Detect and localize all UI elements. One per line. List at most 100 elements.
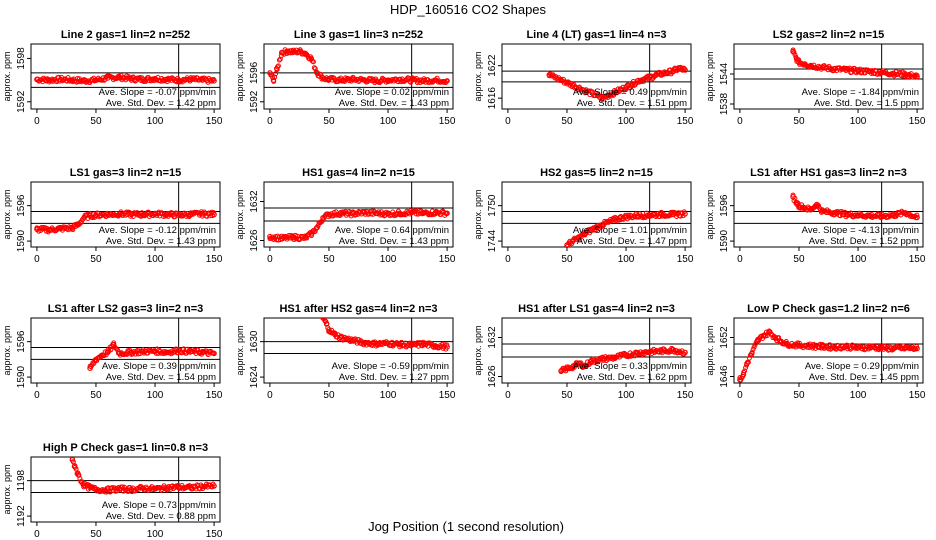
data-point — [349, 337, 356, 344]
data-point — [87, 484, 93, 491]
y-axis-label: approx. ppm — [705, 189, 715, 239]
data-point — [320, 75, 326, 81]
y-tick-label: 1744 — [487, 230, 498, 253]
y-tick-label: 1596 — [719, 194, 730, 217]
x-tick-label: 150 — [909, 116, 926, 127]
data-point — [187, 76, 194, 83]
x-tick-label: 150 — [439, 254, 456, 265]
avg-std-text: Ave. Std. Dev. = 1.42 ppm — [106, 98, 216, 109]
panel-title: HS1 after HS2 gas=4 lin=2 n=3 — [279, 303, 437, 315]
x-tick-label: 0 — [34, 254, 40, 265]
marker-layer — [267, 47, 450, 86]
plot-frame — [501, 317, 692, 384]
x-tick-label: 150 — [439, 390, 456, 401]
data-point — [278, 235, 285, 242]
data-point — [140, 76, 146, 83]
avg-std-text: Ave. Std. Dev. = 1.43 ppm — [106, 236, 216, 247]
data-point — [338, 77, 344, 83]
data-point — [623, 84, 629, 91]
marker-layer — [87, 340, 217, 371]
data-marker — [124, 209, 130, 215]
data-point — [599, 95, 606, 101]
y-tick-label: 1590 — [16, 230, 27, 253]
data-point — [658, 348, 665, 354]
data-point — [105, 487, 111, 493]
data-point — [71, 463, 78, 469]
x-tick-label: 50 — [90, 529, 102, 540]
data-point — [116, 350, 123, 357]
data-point — [57, 76, 64, 83]
y-axis-label: approx. ppm — [2, 51, 12, 101]
avg-std-text: Ave. Std. Dev. = 0.88 ppm — [106, 511, 216, 522]
y-axis-label: approx. ppm — [235, 189, 245, 239]
data-point — [361, 209, 368, 216]
x-tick-label: 150 — [909, 390, 926, 401]
data-point — [646, 212, 653, 218]
data-point — [302, 235, 309, 241]
data-point — [187, 348, 194, 355]
x-tick-label: 0 — [34, 390, 40, 401]
data-point — [284, 48, 291, 54]
y-axis-label: approx. ppm — [705, 325, 715, 375]
data-marker — [569, 241, 575, 247]
data-point — [432, 209, 439, 216]
x-tick-label: 150 — [206, 529, 223, 540]
x-tick-label: 0 — [737, 116, 743, 127]
x-tick-label: 150 — [677, 390, 694, 401]
data-point — [658, 71, 665, 77]
data-point — [617, 215, 623, 221]
y-axis-label: approx. ppm — [705, 51, 715, 101]
data-point — [819, 64, 826, 71]
avg-slope-text: Ave. Slope = 0.29 ppm/min — [805, 361, 919, 372]
y-axis-label: approx. ppm — [235, 325, 245, 375]
data-point — [867, 212, 873, 219]
data-point — [796, 342, 802, 349]
data-point — [34, 226, 40, 233]
data-point — [855, 212, 861, 218]
x-tick-label: 100 — [618, 116, 635, 127]
data-marker — [320, 318, 326, 320]
data-point — [320, 318, 326, 321]
data-point — [164, 211, 170, 218]
data-point — [444, 78, 450, 84]
data-point — [855, 68, 861, 74]
x-tick-label: 0 — [267, 116, 273, 127]
data-point — [843, 343, 849, 350]
avg-std-text: Ave. Std. Dev. = 1.51 ppm — [577, 98, 687, 109]
data-point — [408, 342, 415, 348]
data-point — [361, 77, 368, 83]
data-point — [902, 209, 909, 216]
y-tick-label: 1592 — [16, 90, 27, 113]
y-tick-label: 1596 — [16, 194, 27, 217]
panel-3: Line 4 (LT) gas=1 lin=4 n=3 approx. ppm 0 5… — [473, 29, 694, 127]
data-marker — [312, 66, 318, 72]
marker-layer — [790, 47, 920, 80]
data-point — [546, 72, 552, 78]
data-point — [164, 484, 170, 491]
data-point — [69, 77, 76, 83]
data-point — [211, 78, 217, 84]
data-point — [676, 65, 682, 72]
marker-layer — [320, 318, 450, 352]
x-tick-label: 100 — [380, 116, 397, 127]
data-point — [843, 67, 849, 73]
data-point — [326, 327, 332, 333]
data-point — [105, 75, 111, 81]
data-point — [164, 76, 170, 83]
data-point — [587, 358, 594, 365]
avg-std-text: Ave. Std. Dev. = 1.43 ppm — [339, 236, 449, 247]
y-tick-label: 1622 — [487, 54, 498, 77]
data-point — [175, 212, 182, 218]
data-point — [658, 211, 665, 218]
plot-frame — [733, 317, 924, 384]
plot-frame — [501, 181, 692, 248]
data-point — [45, 227, 52, 233]
x-tick-label: 50 — [793, 390, 805, 401]
y-tick-label: 1590 — [16, 366, 27, 389]
data-point — [664, 69, 671, 76]
data-point — [314, 224, 320, 231]
data-point — [75, 221, 82, 228]
data-point — [93, 486, 99, 493]
data-point — [373, 341, 379, 347]
